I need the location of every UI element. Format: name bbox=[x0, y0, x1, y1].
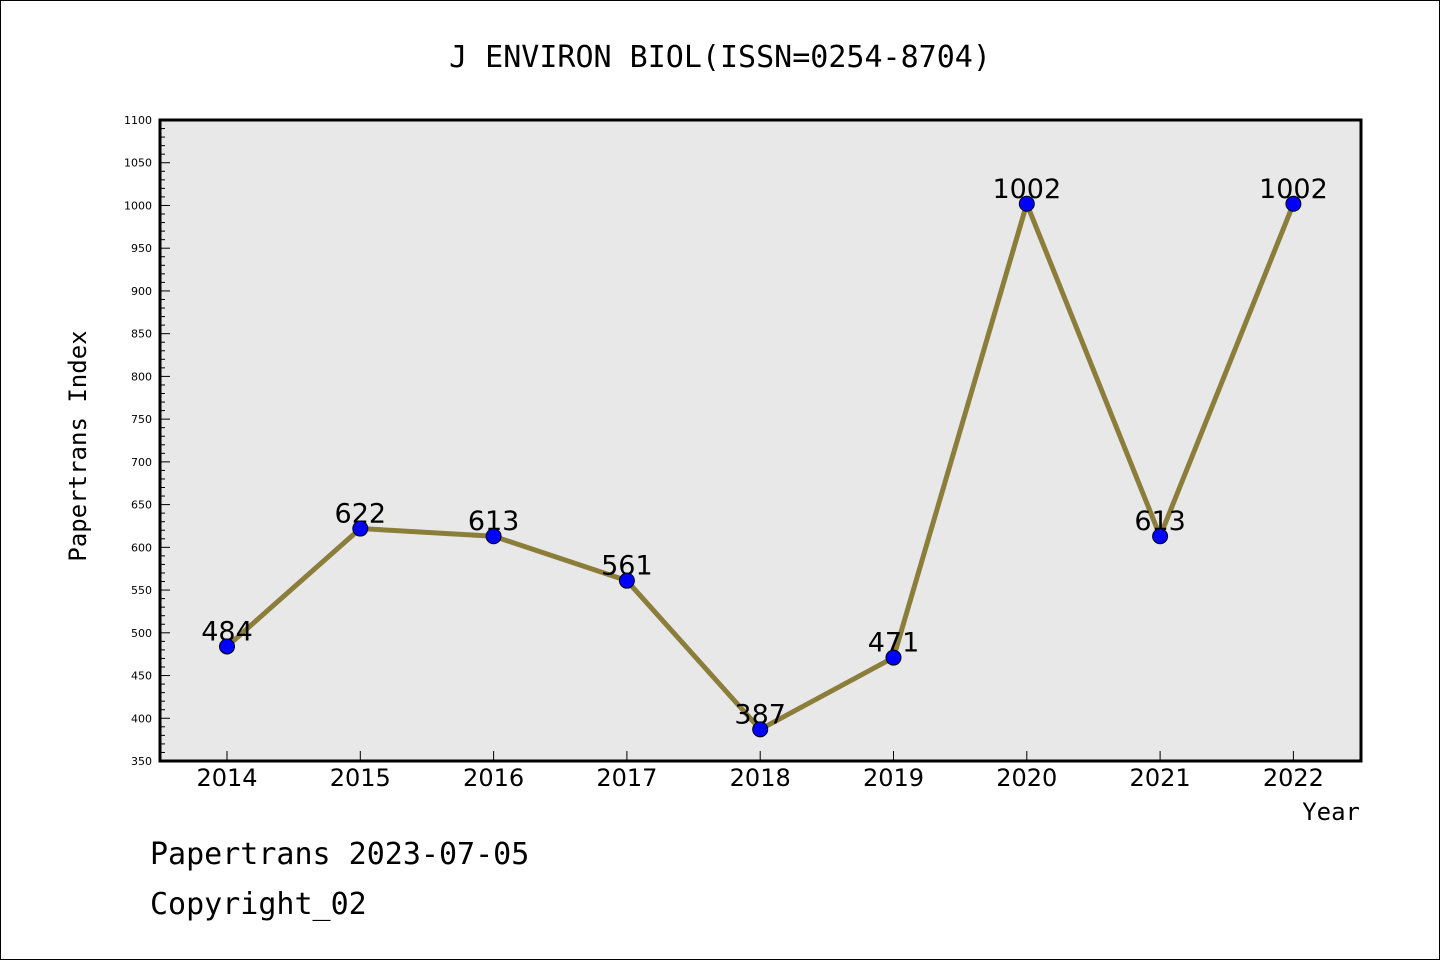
y-tick-label: 900 bbox=[131, 285, 152, 298]
footer-date: Papertrans 2023-07-05 bbox=[150, 837, 529, 872]
data-point bbox=[485, 528, 502, 545]
y-tick-label: 350 bbox=[131, 755, 152, 768]
data-point bbox=[618, 572, 635, 589]
y-tick-label: 1050 bbox=[124, 157, 152, 170]
y-tick-label: 650 bbox=[131, 499, 152, 512]
x-tick-label: 2015 bbox=[330, 764, 391, 792]
x-tick-label: 2021 bbox=[1130, 764, 1191, 792]
data-point bbox=[1285, 195, 1302, 212]
y-tick-label: 1000 bbox=[124, 199, 152, 212]
y-tick-label: 500 bbox=[131, 627, 152, 640]
y-tick-label: 700 bbox=[131, 456, 152, 469]
x-tick-label: 2019 bbox=[863, 764, 924, 792]
y-tick-label: 550 bbox=[131, 584, 152, 597]
data-point bbox=[1018, 195, 1035, 212]
y-axis: 350 400 450 500 550 600 650 700 750 800 850 900 950 1… bbox=[124, 114, 170, 768]
y-tick-label: 450 bbox=[131, 670, 152, 683]
y-tick-label: 950 bbox=[131, 242, 152, 255]
y-tick-label: 400 bbox=[131, 712, 152, 725]
x-tick-label: 2017 bbox=[596, 764, 657, 792]
data-point bbox=[219, 638, 235, 655]
x-tick-label: 2014 bbox=[196, 764, 257, 792]
data-point bbox=[352, 520, 369, 537]
chart-title: J ENVIRON BIOL(ISSN=0254-8704) bbox=[449, 40, 991, 75]
y-axis-label: Papertrans Index bbox=[64, 330, 92, 561]
y-tick-label: 600 bbox=[131, 541, 152, 554]
plot-area bbox=[158, 118, 1363, 763]
x-axis-label: Year bbox=[1302, 798, 1360, 826]
x-axis: 2014 2015 2016 2017 2018 2019 2020 2021 2022 bbox=[196, 751, 1324, 792]
x-tick-label: 2022 bbox=[1263, 764, 1324, 792]
y-tick-label: 800 bbox=[131, 370, 152, 383]
footer-copyright: Copyright_02 bbox=[150, 887, 367, 922]
x-tick-label: 2018 bbox=[730, 764, 791, 792]
y-tick-label: 850 bbox=[131, 328, 152, 341]
y-tick-label: 750 bbox=[131, 413, 152, 426]
y-tick-label: 1100 bbox=[124, 114, 152, 127]
data-point bbox=[1152, 528, 1169, 545]
x-tick-label: 2016 bbox=[463, 764, 524, 792]
data-point bbox=[885, 649, 902, 666]
data-point bbox=[752, 721, 769, 738]
x-tick-label: 2020 bbox=[996, 764, 1057, 792]
